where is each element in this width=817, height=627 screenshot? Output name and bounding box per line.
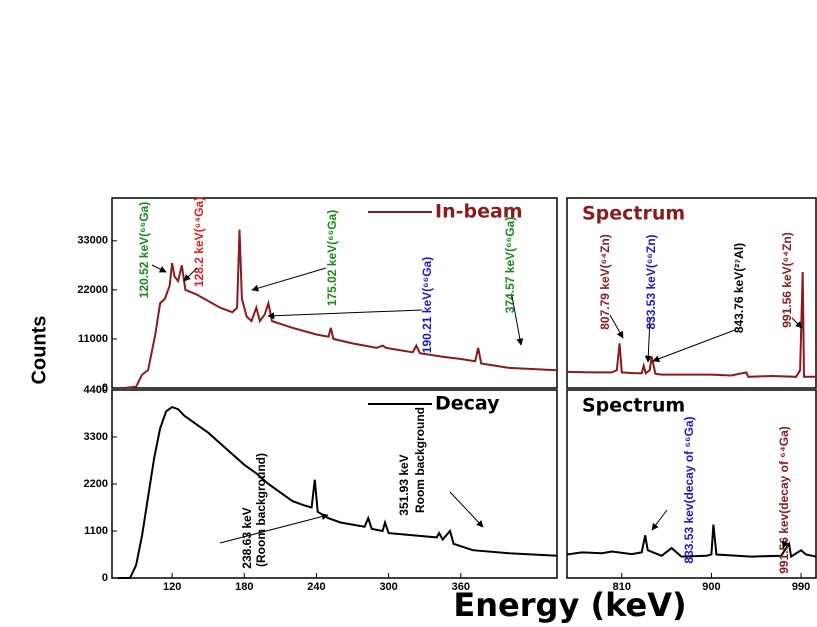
annotation: 991.56 keV(⁶⁴Zn) [780,232,794,328]
y-axis-label: Counts [28,316,50,385]
panel-title: Spectrum [582,395,685,417]
annotation-arrow [183,267,198,282]
x-tick-label: 120 [163,581,181,593]
annotation: 833.53 kev(decay of ⁶⁶Ga) [682,416,696,563]
annotation-arrow [781,539,789,549]
y-tick-label: 4400 [84,384,108,396]
y-tick-label: 1100 [84,525,108,537]
y-tick-label: 2200 [84,478,108,490]
panel-frame [566,389,817,579]
annotation-arrow [219,513,329,544]
annotation: Room background [413,407,427,513]
annotation: 807.79 keV(⁶⁴Zn) [598,234,612,330]
x-axis-label: Energy (keV) [453,586,686,624]
panel-frame [111,389,558,579]
annotation: 175.02 keV(⁶⁶Ga) [325,210,339,306]
annotation-arrow [609,314,624,339]
annotation-arrow [511,295,524,346]
panel-frame [111,197,558,389]
spectrum-line [566,524,817,559]
x-tick-label: 900 [702,581,720,593]
y-tick-label: 11000 [78,333,108,345]
annotation-arrow [449,491,484,528]
y-tick-label: 33000 [77,235,108,247]
x-tick-label: 300 [379,581,397,593]
spectrum-line [123,229,558,389]
annotation: 833.53 keV(⁶⁶Zn) [644,234,658,329]
annotation: 843.76 keV(²⁷Al) [732,243,746,333]
x-tick-label: 360 [452,581,470,593]
legend-label: Decay [435,393,500,415]
annotation: 120.52 keV(⁶⁶Ga) [137,202,151,298]
annotation-arrow [644,317,652,363]
x-tick-label: 990 [792,581,810,593]
annotation: 991.56 kev(decay of ⁶⁴Ga) [777,426,791,574]
annotation: 374.57 keV(⁶⁶Ga) [503,217,517,313]
x-tick-label: 240 [307,581,325,593]
spectrum-line [566,271,816,378]
annotation: 351.93 keV [397,454,411,515]
legend-label: In-beam [435,201,523,223]
annotation-arrow [651,509,668,531]
annotation-arrow [652,329,736,363]
annotation-arrow [267,309,423,320]
y-tick-label: 0 [102,572,108,584]
spectrum-line [118,405,558,579]
y-tick-label: 3300 [84,431,108,443]
annotation: 238.63 keV [240,507,254,568]
x-tick-label: 180 [235,581,253,593]
y-tick-label: 0 [102,382,108,394]
annotation-arrow [791,317,803,329]
panel-frame [566,197,817,389]
annotation: (Room background) [254,453,268,567]
annotation-arrow [151,264,167,273]
panel-title: Spectrum [582,203,685,225]
annotation: 128.2 keV(⁶⁴Ga) [192,197,206,287]
x-tick-label: 810 [613,581,631,593]
annotation-arrow [251,267,327,292]
y-tick-label: 22000 [77,284,108,296]
annotation: 190.21 keV(⁶⁶Ga) [420,257,434,353]
